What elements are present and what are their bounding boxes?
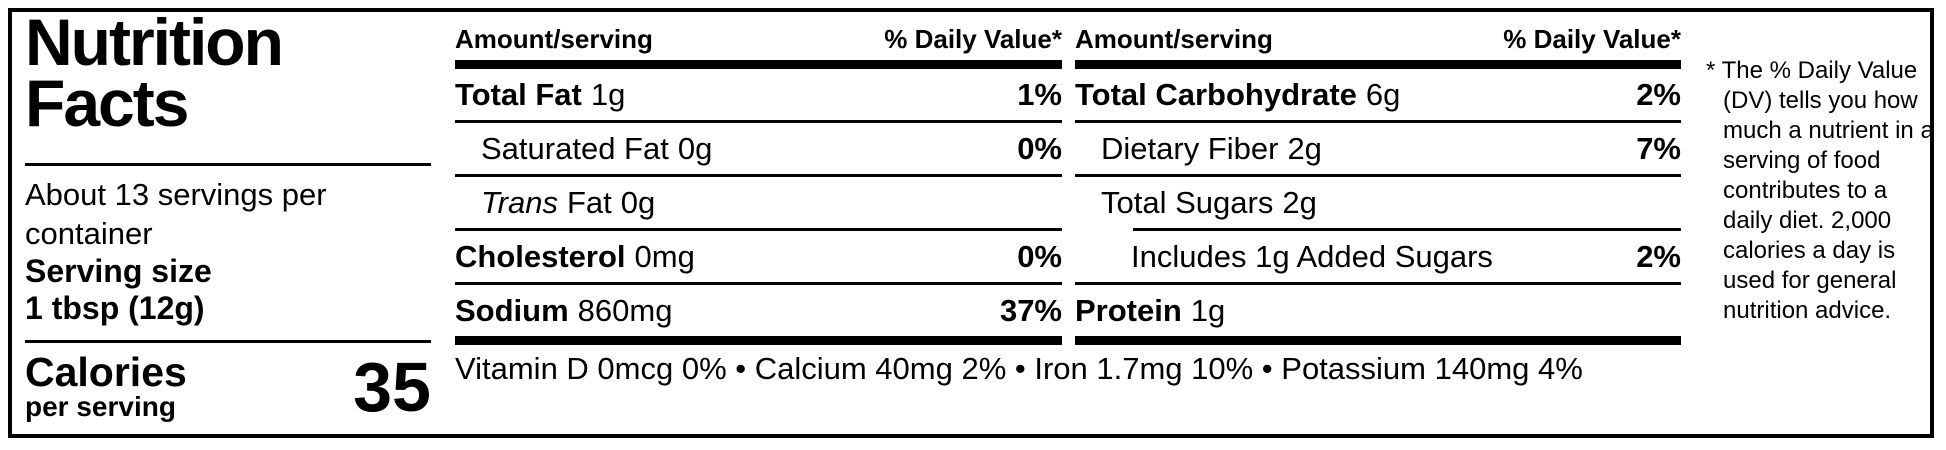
nutrient-amount: 1g <box>1190 292 1226 328</box>
facts-panel: Nutrition Facts About 13 servings per co… <box>25 9 431 432</box>
thin-rule <box>455 120 1062 123</box>
calories-block: Calories per serving 35 <box>25 351 431 431</box>
column-header-daily-value: % Daily Value* <box>1503 23 1681 54</box>
nutrient-amount: 0g <box>677 130 713 166</box>
thin-rule <box>455 174 1062 177</box>
column-header: Amount/serving % Daily Value* <box>1075 18 1681 60</box>
serving-size-label: Serving size <box>25 253 212 289</box>
column-header-amount: Amount/serving <box>455 23 653 54</box>
thin-rule <box>455 228 1062 231</box>
nutrient-amount: 0g <box>620 184 656 220</box>
label-title: Nutrition Facts <box>25 9 284 136</box>
nutrient-row-total-sugars: Total Sugars 2g <box>1075 177 1681 228</box>
serving-size-value: 1 tbsp (12g) <box>25 290 205 326</box>
nutrient-name-italic: Trans <box>481 184 558 220</box>
nutrient-amount: 860mg <box>577 292 673 328</box>
column-header-daily-value: % Daily Value* <box>884 23 1062 54</box>
nutrient-column-right: Amount/serving % Daily Value* Total Carb… <box>1075 18 1681 345</box>
nutrient-name: Total Fat <box>455 76 582 112</box>
nutrient-daily-value: 2% <box>1636 238 1681 274</box>
thin-rule <box>1075 120 1681 123</box>
nutrient-row-total-carbohydrate: Total Carbohydrate 6g 2% <box>1075 69 1681 120</box>
nutrient-daily-value: 1% <box>1017 76 1062 112</box>
column-header: Amount/serving % Daily Value* <box>455 18 1062 60</box>
nutrient-name: Fat <box>566 184 612 220</box>
nutrient-name: Protein <box>1075 292 1182 328</box>
calories-label: Calories <box>25 349 187 395</box>
nutrient-column-left: Amount/serving % Daily Value* Total Fat … <box>455 18 1062 345</box>
nutrient-daily-value: 0% <box>1017 238 1062 274</box>
nutrient-name: Sodium <box>455 292 569 328</box>
calories-divider-rule <box>25 340 431 343</box>
nutrient-row-dietary-fiber: Dietary Fiber 2g 7% <box>1075 123 1681 174</box>
nutrient-row-sodium: Sodium 860mg 37% <box>455 285 1062 336</box>
nutrient-daily-value: 0% <box>1017 130 1062 166</box>
nutrient-name: Total Sugars <box>1101 184 1274 220</box>
nutrient-amount: 2g <box>1287 130 1322 166</box>
calories-sublabel: per serving <box>25 391 176 422</box>
label-border <box>8 8 1934 438</box>
calories-value: 35 <box>353 348 431 426</box>
nutrient-daily-value: 37% <box>999 292 1062 328</box>
nutrient-name: Dietary Fiber <box>1101 130 1279 166</box>
micronutrients-line: Vitamin D 0mcg 0% • Calcium 40mg 2% • Ir… <box>455 351 1583 386</box>
nutrient-row-cholesterol: Cholesterol 0mg 0% <box>455 231 1062 282</box>
nutrient-name: Saturated Fat <box>481 130 669 166</box>
nutrient-amount: 6g <box>1365 76 1401 112</box>
nutrient-name: Total Carbohydrate <box>1075 76 1357 112</box>
thick-rule <box>1075 60 1681 69</box>
label-title-line2: Facts <box>25 66 189 140</box>
nutrient-row-added-sugars: Includes 1g Added Sugars 2% <box>1075 231 1681 282</box>
daily-value-footnote: * The % Daily Value (DV) tells you how m… <box>1706 57 1934 324</box>
nutrient-daily-value: 2% <box>1636 76 1681 112</box>
servings-per-container: About 13 servings per container <box>25 177 327 251</box>
nutrient-name: Includes 1g Added Sugars <box>1131 238 1493 274</box>
thick-rule <box>1075 336 1681 345</box>
thick-rule <box>455 60 1062 69</box>
thin-rule <box>455 282 1062 285</box>
nutrient-amount: 1g <box>590 76 626 112</box>
column-header-amount: Amount/serving <box>1075 23 1273 54</box>
nutrient-row-total-fat: Total Fat 1g 1% <box>455 69 1062 120</box>
nutrient-row-saturated-fat: Saturated Fat 0g 0% <box>455 123 1062 174</box>
nutrient-row-trans-fat: Trans Fat 0g <box>455 177 1062 228</box>
title-divider-rule <box>25 163 431 166</box>
nutrient-daily-value: 7% <box>1636 130 1681 166</box>
thin-rule <box>1075 174 1681 177</box>
nutrient-amount: 0mg <box>634 238 695 274</box>
serving-size: Serving size 1 tbsp (12g) <box>25 253 212 327</box>
thick-rule <box>455 336 1062 345</box>
nutrient-row-protein: Protein 1g <box>1075 285 1681 336</box>
nutrient-name: Cholesterol <box>455 238 626 274</box>
nutrient-amount: 2g <box>1282 184 1317 220</box>
thin-rule <box>1075 282 1681 285</box>
label-title-line1: Nutrition <box>25 5 284 79</box>
thin-rule-indented <box>1133 228 1681 231</box>
